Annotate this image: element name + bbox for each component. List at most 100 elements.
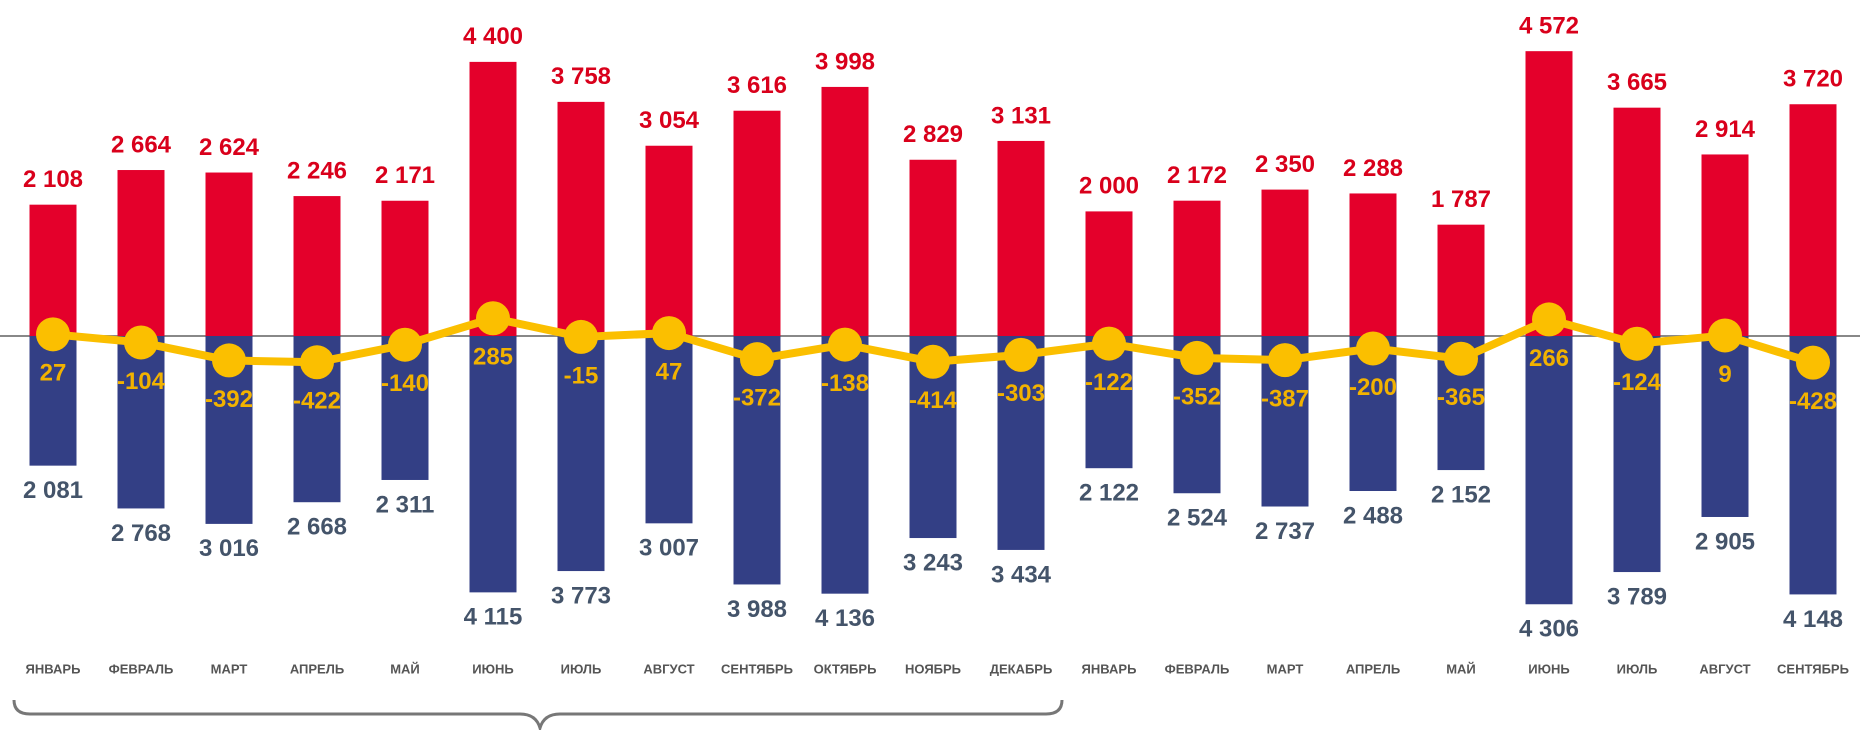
data-label: 266 [1529, 345, 1569, 372]
bar [381, 200, 429, 336]
data-label: 2 152 [1431, 481, 1491, 508]
bar [469, 61, 517, 336]
bar [1261, 189, 1309, 336]
line-point [124, 325, 158, 360]
bar [1349, 193, 1397, 336]
bar [469, 336, 517, 593]
data-label: 2 737 [1255, 518, 1315, 545]
bar [117, 336, 165, 509]
data-label: 2 488 [1343, 502, 1403, 529]
x-tick-label: АПРЕЛЬ [290, 661, 344, 676]
data-label: -352 [1173, 383, 1221, 410]
x-tick-label: НОЯБРЬ [905, 661, 961, 676]
x-tick-label: ЯНВАРЬ [1082, 661, 1137, 676]
data-label: 3 243 [903, 549, 963, 576]
data-label: 4 400 [463, 23, 523, 50]
bar [1173, 200, 1221, 336]
line-point [1620, 326, 1654, 361]
data-label: -387 [1261, 385, 1309, 412]
bar [29, 336, 77, 466]
data-label: 3 665 [1607, 69, 1667, 96]
line-point [300, 345, 334, 380]
bar [557, 101, 605, 336]
x-tick-label: АВГУСТ [643, 661, 694, 676]
data-label: -15 [564, 362, 599, 389]
data-label: 4 136 [815, 605, 875, 632]
line-point [1796, 345, 1830, 380]
data-label: 3 016 [199, 535, 259, 562]
data-label: 9 [1718, 361, 1731, 388]
x-tick-label: ФЕВРАЛЬ [109, 661, 174, 676]
bar [1613, 107, 1661, 336]
data-label: 2 624 [199, 134, 260, 161]
data-label: 2 171 [375, 162, 435, 189]
x-tick-label: СЕНТЯБРЬ [721, 661, 793, 676]
x-tick-label: МАЙ [390, 661, 420, 676]
data-label: 3 434 [991, 561, 1052, 588]
data-label: -200 [1349, 374, 1397, 401]
data-label: 2 350 [1255, 151, 1315, 178]
data-label: 3 988 [727, 596, 787, 623]
x-tick-label: АВГУСТ [1699, 661, 1750, 676]
x-tick-label: МАРТ [1267, 661, 1304, 676]
line-point [1180, 340, 1214, 375]
line-point [652, 316, 686, 351]
data-label: -428 [1789, 388, 1837, 415]
data-label: 2 311 [376, 491, 435, 518]
line-point [1268, 343, 1302, 378]
data-label: -138 [821, 370, 869, 397]
data-label: 3 998 [815, 48, 875, 75]
bar [29, 204, 77, 336]
data-label: 1 787 [1431, 186, 1491, 213]
line-point [1092, 326, 1126, 361]
data-label: 2 905 [1695, 528, 1755, 555]
x-tick-label: ФЕВРАЛЬ [1165, 661, 1230, 676]
line-point [740, 342, 774, 377]
data-label: 2 768 [111, 520, 171, 547]
data-label: 2 829 [903, 121, 963, 148]
x-tick-label: СЕНТЯБРЬ [1777, 661, 1849, 676]
data-label: 285 [473, 344, 513, 371]
brace [12, 699, 1064, 730]
bar [733, 336, 781, 585]
bar [1789, 104, 1837, 336]
x-tick-label: ИЮНЬ [472, 661, 513, 676]
line-point [476, 301, 510, 336]
line-point [828, 327, 862, 362]
data-label: 3 054 [639, 107, 700, 134]
data-label: 3 758 [551, 63, 611, 90]
data-label: -122 [1085, 369, 1133, 396]
data-label: 3 773 [551, 582, 611, 609]
bar [1437, 224, 1485, 336]
data-label: 2 172 [1167, 162, 1227, 189]
line-point [36, 317, 70, 352]
data-label: 2 122 [1079, 480, 1139, 507]
line-point [1444, 341, 1478, 376]
data-label: 2 914 [1695, 116, 1756, 143]
data-label: -124 [1613, 369, 1662, 396]
data-label: 2 000 [1079, 173, 1139, 200]
x-tick-label: ЯНВАРЬ [26, 661, 81, 676]
data-label: -303 [997, 380, 1045, 407]
data-label: 2 668 [287, 514, 347, 541]
data-label: 4 572 [1519, 13, 1579, 40]
data-label: 47 [656, 358, 683, 385]
x-tick-label: ИЮЛЬ [561, 661, 602, 676]
data-label: 2 288 [1343, 155, 1403, 182]
line-point [1532, 302, 1566, 337]
bar [645, 336, 693, 524]
bar [821, 86, 869, 337]
bar [645, 145, 693, 336]
line-point [916, 344, 950, 379]
bar [1613, 336, 1661, 573]
line-point [1708, 318, 1742, 353]
x-tick-label: ИЮЛЬ [1617, 661, 1658, 676]
data-label: 2 524 [1167, 505, 1228, 532]
data-label: 4 306 [1519, 616, 1579, 643]
data-label: 3 720 [1783, 66, 1843, 93]
bar [205, 172, 253, 336]
x-tick-label: МАЙ [1446, 661, 1476, 676]
line-point [212, 343, 246, 378]
data-label: -365 [1437, 384, 1485, 411]
